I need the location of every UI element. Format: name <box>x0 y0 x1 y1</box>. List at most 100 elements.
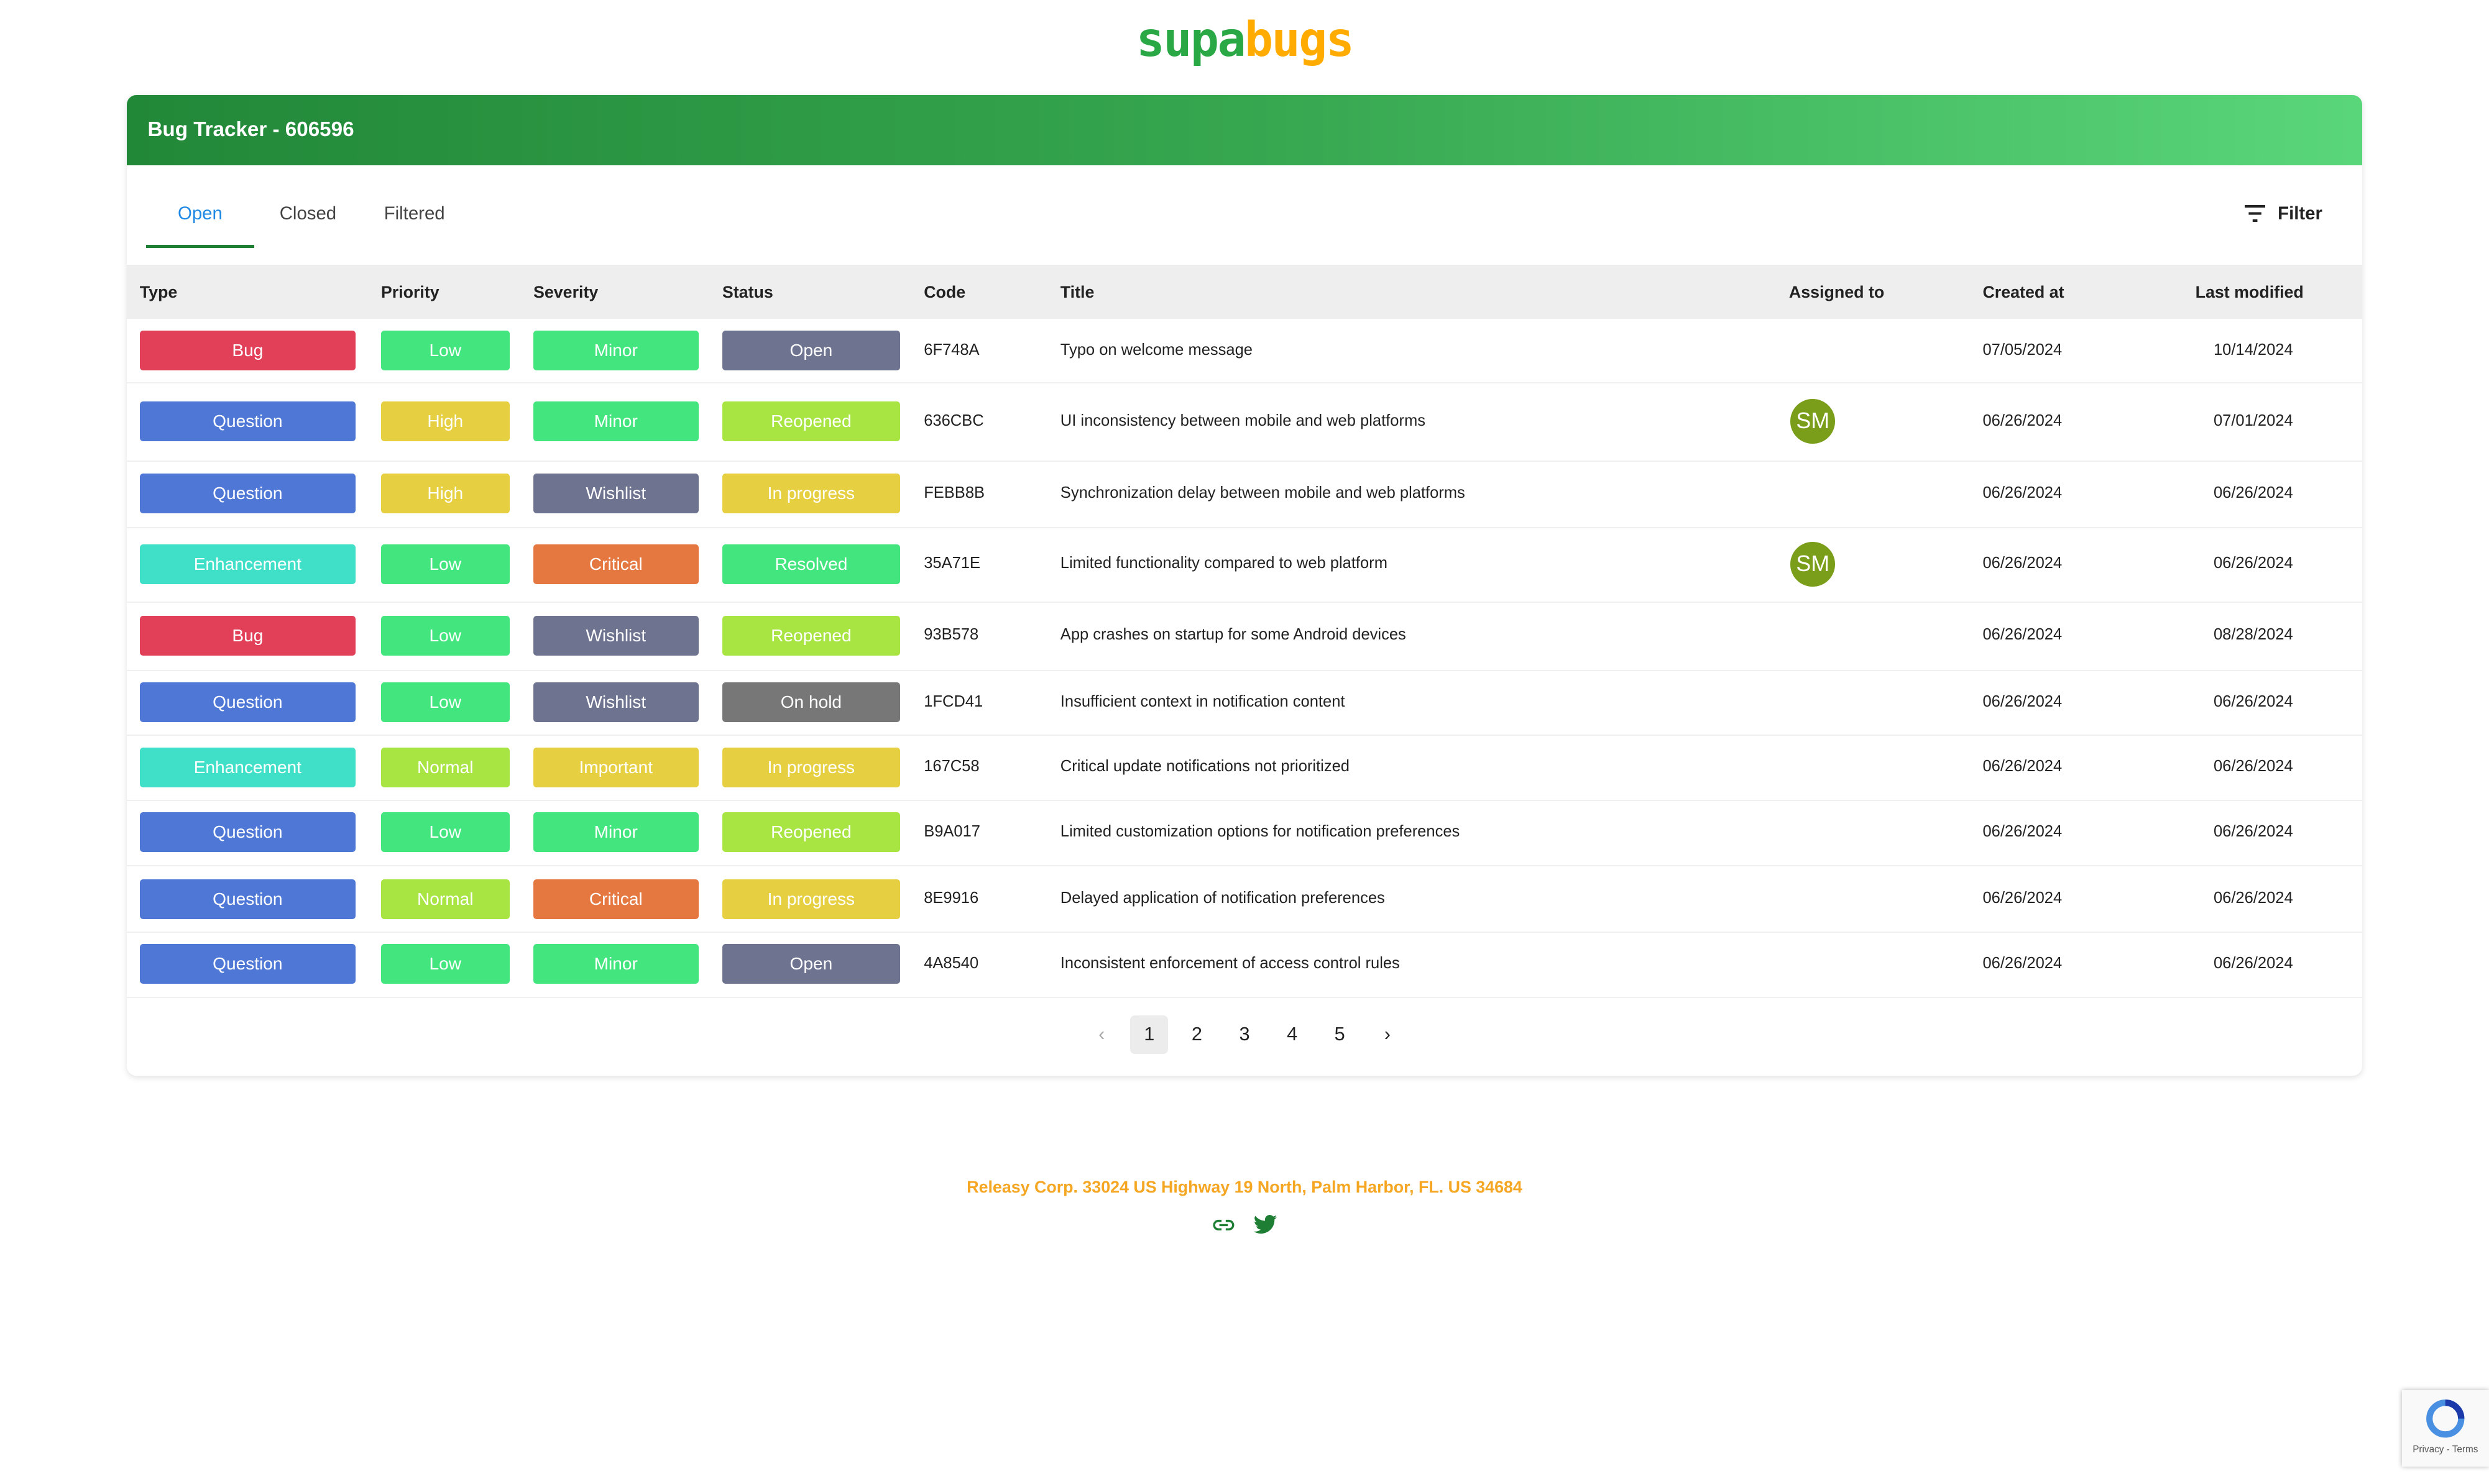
table-row[interactable]: Enhancement Normal Important In progress 167… <box>127 735 2362 801</box>
link-icon[interactable] <box>1211 1212 1236 1238</box>
table-row[interactable]: Bug Low Minor Open 6F748A Typo on welcome mes… <box>127 319 2362 384</box>
title-cell[interactable]: Synchronization delay between mobile and… <box>1060 483 1465 502</box>
title-cell[interactable]: Inconsistent enforcement of access contr… <box>1060 954 1400 972</box>
code-cell: 1FCD41 <box>924 692 983 710</box>
created-cell: 06/26/2024 <box>1982 889 2063 907</box>
col-assigned[interactable]: Assigned to <box>1788 282 1885 301</box>
table-row[interactable]: Question Low Minor Open 4A8540 Inconsistent e… <box>127 932 2362 998</box>
code-cell: 6F748A <box>924 341 980 359</box>
page-1[interactable]: 1 <box>1130 1015 1169 1054</box>
code-cell: 167C58 <box>924 758 980 776</box>
title-cell[interactable]: Insufficient context in notification con… <box>1060 692 1345 710</box>
type-badge: Bug <box>139 615 356 656</box>
severity-badge: Wishlist <box>533 682 699 722</box>
prev-page-button[interactable]: ‹ <box>1098 1024 1105 1045</box>
modified-cell: 08/28/2024 <box>2213 626 2293 644</box>
status-badge: In progress <box>722 474 900 514</box>
status-badge: Resolved <box>722 544 900 584</box>
type-badge: Question <box>139 401 356 441</box>
code-cell: 8E9916 <box>924 889 979 907</box>
modified-cell: 06/26/2024 <box>2213 483 2293 502</box>
page-4[interactable]: 4 <box>1287 1024 1298 1045</box>
created-cell: 06/26/2024 <box>1982 626 2063 644</box>
title-cell[interactable]: UI inconsistency between mobile and web … <box>1060 411 1425 429</box>
priority-badge: Normal <box>380 879 510 919</box>
type-badge: Bug <box>139 331 356 371</box>
col-type[interactable]: Type <box>139 282 178 301</box>
type-badge: Question <box>139 812 356 853</box>
code-cell: 636CBC <box>924 411 984 429</box>
table-row[interactable]: Enhancement Low Critical Resolved 35A71E Limi… <box>127 527 2362 603</box>
created-cell: 06/26/2024 <box>1982 483 2063 502</box>
modified-cell: 06/26/2024 <box>2213 692 2293 710</box>
col-modified[interactable]: Last modified <box>2195 282 2304 301</box>
tab-open[interactable]: Open <box>145 190 254 249</box>
status-badge: Reopened <box>722 401 900 441</box>
priority-badge: Low <box>380 812 510 853</box>
priority-badge: Low <box>380 331 510 371</box>
title-cell[interactable]: Delayed application of notification pref… <box>1060 889 1385 907</box>
severity-badge: Important <box>533 747 699 787</box>
col-status[interactable]: Status <box>722 282 773 301</box>
type-badge: Question <box>139 879 356 919</box>
page-title: Bug Tracker - 606596 <box>127 95 2362 165</box>
avatar: SM <box>1790 399 1835 444</box>
title-cell[interactable]: Typo on welcome message <box>1060 341 1253 359</box>
code-cell: 35A71E <box>924 554 980 572</box>
severity-badge: Wishlist <box>533 615 699 656</box>
col-priority[interactable]: Priority <box>380 282 439 301</box>
code-cell: 4A8540 <box>924 954 979 972</box>
severity-badge: Minor <box>533 331 699 371</box>
col-code[interactable]: Code <box>924 282 966 301</box>
table-row[interactable]: Bug Low Wishlist Reopened 93B578 App crashes … <box>127 602 2362 671</box>
col-created[interactable]: Created at <box>1982 282 2064 301</box>
tab-closed[interactable]: Closed <box>279 203 337 224</box>
table-header: Type Priority Severity Status Code Title… <box>127 265 2362 319</box>
table-row[interactable]: Question Normal Critical In progress 8E9916 D… <box>127 866 2362 933</box>
modified-cell: 07/01/2024 <box>2213 411 2293 429</box>
table-row[interactable]: Question Low Wishlist On hold 1FCD41 Insuffic… <box>127 670 2362 736</box>
table-row[interactable]: Question Low Minor Reopened B9A017 Limited cu… <box>127 800 2362 866</box>
severity-badge: Critical <box>533 544 699 584</box>
type-badge: Question <box>139 682 356 722</box>
bug-tracker-card: Bug Tracker - 606596 Open Closed Filtere… <box>127 95 2362 1076</box>
created-cell: 06/26/2024 <box>1982 823 2063 841</box>
created-cell: 06/26/2024 <box>1982 758 2063 776</box>
type-badge: Enhancement <box>139 544 356 584</box>
filter-button[interactable]: Filter <box>2244 203 2322 224</box>
table-row[interactable]: Question High Wishlist In progress FEBB8B Syn… <box>127 460 2362 528</box>
title-cell[interactable]: App crashes on startup for some Android … <box>1060 626 1406 644</box>
priority-badge: High <box>380 474 510 514</box>
type-badge: Enhancement <box>139 747 356 787</box>
status-badge: In progress <box>722 879 900 919</box>
col-severity[interactable]: Severity <box>533 282 599 301</box>
created-cell: 06/26/2024 <box>1982 692 2063 710</box>
created-cell: 06/26/2024 <box>1982 554 2063 572</box>
next-page-button[interactable]: › <box>1384 1024 1391 1045</box>
page-2[interactable]: 2 <box>1191 1024 1202 1045</box>
severity-badge: Minor <box>533 812 699 853</box>
title-cell[interactable]: Limited customization options for notifi… <box>1060 823 1460 841</box>
recaptcha-icon <box>2426 1399 2465 1438</box>
modified-cell: 10/14/2024 <box>2213 341 2293 359</box>
tabs: Open Closed Filtered <box>145 190 492 249</box>
modified-cell: 06/26/2024 <box>2213 823 2293 841</box>
col-title[interactable]: Title <box>1060 282 1095 301</box>
title-cell[interactable]: Limited functionality compared to web pl… <box>1060 554 1387 572</box>
tab-filtered[interactable]: Filtered <box>384 203 445 224</box>
type-badge: Question <box>139 474 356 514</box>
table-row[interactable]: Question High Minor Reopened 636CBC UI incons… <box>127 382 2362 462</box>
priority-badge: Low <box>380 544 510 584</box>
status-badge: On hold <box>722 682 900 722</box>
page-3[interactable]: 3 <box>1239 1024 1250 1045</box>
twitter-icon[interactable] <box>1253 1212 1278 1238</box>
page-5[interactable]: 5 <box>1334 1024 1345 1045</box>
recaptcha-badge[interactable]: Privacy - Terms <box>2401 1390 2489 1467</box>
status-badge: In progress <box>722 747 900 787</box>
severity-badge: Wishlist <box>533 474 699 514</box>
code-cell: 93B578 <box>924 626 979 644</box>
modified-cell: 06/26/2024 <box>2213 889 2293 907</box>
priority-badge: High <box>380 401 510 441</box>
title-cell[interactable]: Critical update notifications not priori… <box>1060 758 1350 776</box>
footer-address: Releasy Corp. 33024 US Highway 19 North,… <box>967 1177 1522 1196</box>
